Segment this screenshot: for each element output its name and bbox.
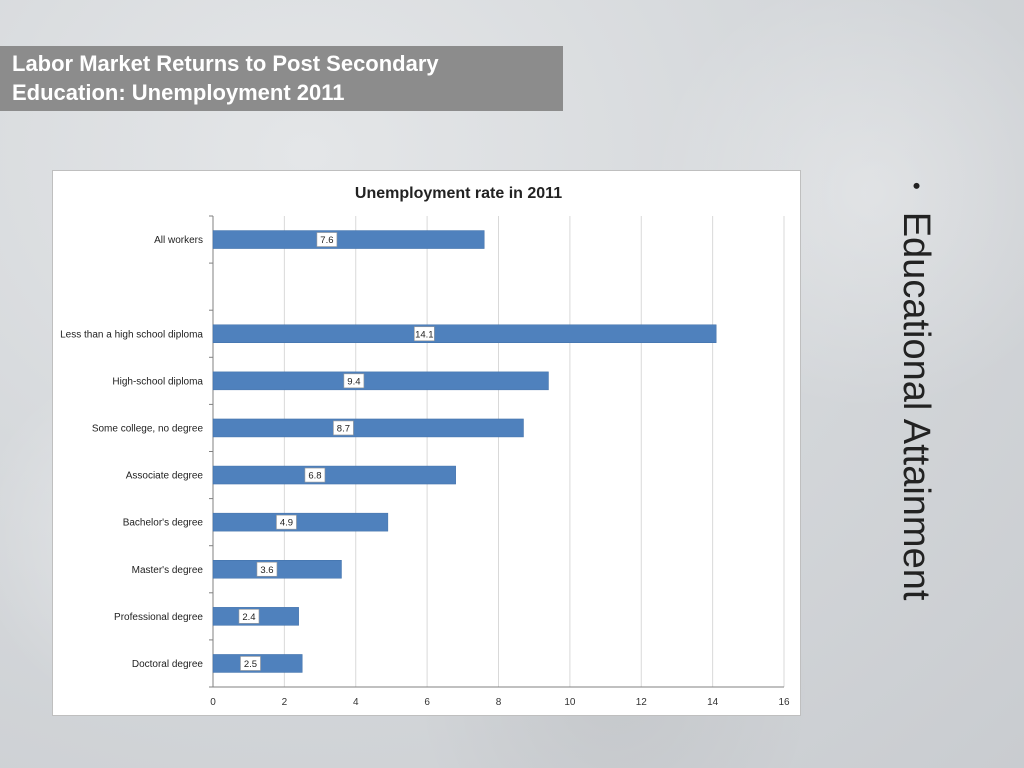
bar: [212, 418, 524, 438]
x-tick-label: 8: [496, 697, 502, 708]
data-label-box: [343, 373, 365, 389]
data-label: 9.4: [347, 376, 360, 387]
data-label: 2.4: [242, 612, 255, 623]
x-tick-label: 0: [210, 697, 216, 708]
x-tick-label: 6: [424, 697, 430, 708]
category-label: Professional degree: [114, 612, 203, 623]
chart-title: Unemployment rate in 2011: [355, 185, 562, 202]
side-bullet-text: Educational Attainment: [895, 211, 937, 601]
x-tick-label: 2: [282, 697, 288, 708]
data-label: 14.1: [415, 329, 434, 340]
data-label-box: [414, 326, 435, 342]
category-label: High-school diploma: [112, 376, 203, 387]
bullet-icon: •: [904, 182, 929, 190]
data-label: 2.5: [244, 659, 257, 670]
category-label: Master's degree: [132, 565, 204, 576]
category-label: Less than a high school diploma: [60, 329, 203, 340]
bar: [212, 465, 456, 485]
slide-title-line-2: Education: Unemployment 2011: [12, 80, 345, 105]
data-label-box: [238, 609, 260, 624]
data-label-box: [333, 420, 354, 436]
bar: [212, 324, 717, 343]
slide-title: Labor Market Returns to Post Secondary E…: [0, 46, 563, 111]
data-label-box: [304, 467, 326, 483]
unemployment-bar-chart: Unemployment rate in 2011 0 2 4 6 8 10 12 14 16 Al…: [60, 185, 790, 708]
category-label: All workers: [154, 235, 203, 246]
bar: [212, 371, 549, 391]
data-label: 7.6: [320, 235, 333, 246]
slide-title-line-1: Labor Market Returns to Post Secondary: [12, 51, 439, 76]
x-tick-label: 16: [778, 697, 790, 708]
x-tick-label: 12: [636, 697, 648, 708]
data-label: 4.9: [280, 518, 293, 529]
category-label: Associate degree: [126, 471, 204, 482]
x-tick-label: 4: [353, 697, 359, 708]
data-label-box: [316, 232, 338, 247]
data-label-box: [240, 656, 261, 671]
data-label-box: [256, 561, 278, 577]
category-label: Bachelor's degree: [123, 518, 204, 529]
chart-frame: Unemployment rate in 2011 0 2 4 6 8 10 12 14 16 Al…: [52, 170, 801, 716]
category-label: Doctoral degree: [132, 659, 204, 670]
data-label: 3.6: [260, 565, 273, 576]
data-label-box: [276, 514, 297, 530]
bar: [212, 230, 485, 249]
data-label: 8.7: [337, 423, 350, 434]
side-bullet-point: • Educational Attainment: [895, 182, 937, 601]
category-label: Some college, no degree: [92, 423, 204, 434]
data-label: 6.8: [308, 471, 321, 482]
x-tick-label: 14: [707, 697, 719, 708]
x-tick-label: 10: [564, 697, 576, 708]
bar: [212, 512, 389, 532]
